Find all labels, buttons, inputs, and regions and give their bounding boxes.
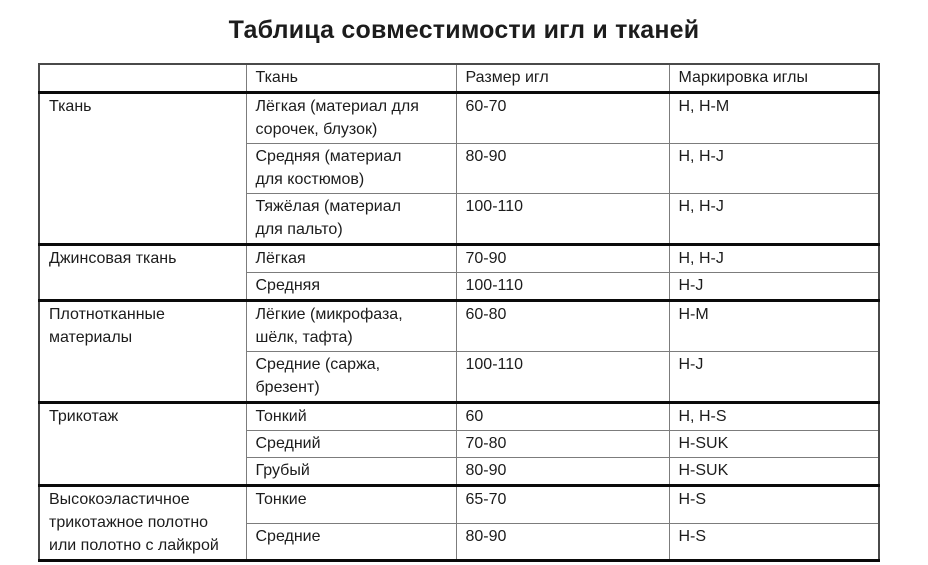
fabric-cell: Средняя (материал для костюмов)	[245, 143, 457, 194]
size-cell: 100-110	[455, 272, 670, 301]
category-cell: Плотнотканные материалы	[38, 299, 247, 403]
marking-cell: H, H-J	[668, 193, 880, 245]
fabric-cell: Тяжёлая (материал для пальто)	[245, 193, 457, 245]
table-row: Средний 70-80 H-SUK	[39, 430, 880, 458]
table-header: Ткань Размер игл Маркировка иглы	[38, 63, 880, 94]
marking-cell: H-J	[668, 351, 880, 403]
size-cell: 65-70	[455, 484, 670, 524]
fabric-cell: Лёгкие (микрофаза, шёлк, тафта)	[245, 299, 457, 352]
table-row: Средняя (материал для костюмов) 80-90 H, H…	[39, 143, 880, 194]
fabric-cell: Средние (саржа, брезент)	[245, 351, 457, 403]
fabric-cell: Средние	[245, 522, 457, 561]
fabric-cell: Тонкие	[245, 484, 457, 524]
table-row: Плотнотканные материалы Лёгкие (микрофаза…	[38, 299, 880, 403]
marking-cell: H-J	[668, 272, 880, 301]
fabric-cell: Лёгкая (материал для сорочек, блузок)	[245, 91, 457, 144]
page-title: Таблица совместимости игл и тканей	[228, 16, 700, 44]
header-row: Ткань Размер игл Маркировка иглы	[38, 63, 880, 94]
column-header-0	[38, 63, 247, 94]
marking-cell: H-S	[668, 522, 880, 561]
size-cell: 60-80	[455, 299, 670, 352]
table-row: Тяжёлая (материал для пальто) 100-110 H, H…	[39, 193, 880, 245]
needle-fabric-compatibility-table: Ткань Размер игл Маркировка иглы Ткань Лёгк…	[38, 63, 880, 562]
category-cell: Ткань	[38, 91, 247, 245]
size-cell: 100-110	[455, 193, 670, 245]
fabric-cell: Грубый	[245, 457, 457, 486]
marking-cell: H, H-M	[668, 91, 880, 144]
size-cell: 100-110	[455, 351, 670, 403]
table-row: Высокоэластичное трикотажное полотно или…	[38, 484, 880, 561]
category-cell: Трикотаж	[38, 401, 247, 486]
document-page: Таблица совместимости игл и тканей Ткань…	[0, 12, 928, 562]
column-header-2: Размер игл	[455, 63, 670, 94]
category-cell: Высокоэластичное трикотажное полотно или…	[38, 484, 247, 561]
size-cell: 70-80	[455, 430, 670, 458]
marking-cell: H, H-S	[668, 401, 880, 431]
marking-cell: H-S	[668, 484, 880, 524]
table-body: Ткань Лёгкая (материал для сорочек, блузо…	[38, 91, 880, 561]
table-row: Джинсовая ткань Лёгкая 70-90 H, H-J	[38, 243, 880, 301]
category-cell: Джинсовая ткань	[38, 243, 247, 301]
fabric-cell: Средняя	[245, 272, 457, 301]
size-cell: 80-90	[455, 143, 670, 194]
marking-cell: H-SUK	[668, 430, 880, 458]
marking-cell: H-SUK	[668, 457, 880, 486]
table-row: Средние 80-90 H-S	[39, 522, 880, 561]
size-cell: 70-90	[455, 243, 670, 273]
table-row: Ткань Лёгкая (материал для сорочек, блузо…	[38, 91, 880, 245]
size-cell: 80-90	[455, 522, 670, 561]
column-header-3: Маркировка иглы	[668, 63, 880, 94]
marking-cell: H, H-J	[668, 143, 880, 194]
column-header-1: Ткань	[245, 63, 457, 94]
marking-cell: H, H-J	[668, 243, 880, 273]
fabric-cell: Тонкий	[245, 401, 457, 431]
size-cell: 60-70	[455, 91, 670, 144]
fabric-cell: Лёгкая	[245, 243, 457, 273]
size-cell: 60	[455, 401, 670, 431]
size-cell: 80-90	[455, 457, 670, 486]
table-row: Трикотаж Тонкий 60 H, H-S	[38, 401, 880, 486]
fabric-cell: Средний	[245, 430, 457, 458]
marking-cell: H-M	[668, 299, 880, 352]
table-row: Средняя 100-110 H-J	[39, 272, 880, 301]
